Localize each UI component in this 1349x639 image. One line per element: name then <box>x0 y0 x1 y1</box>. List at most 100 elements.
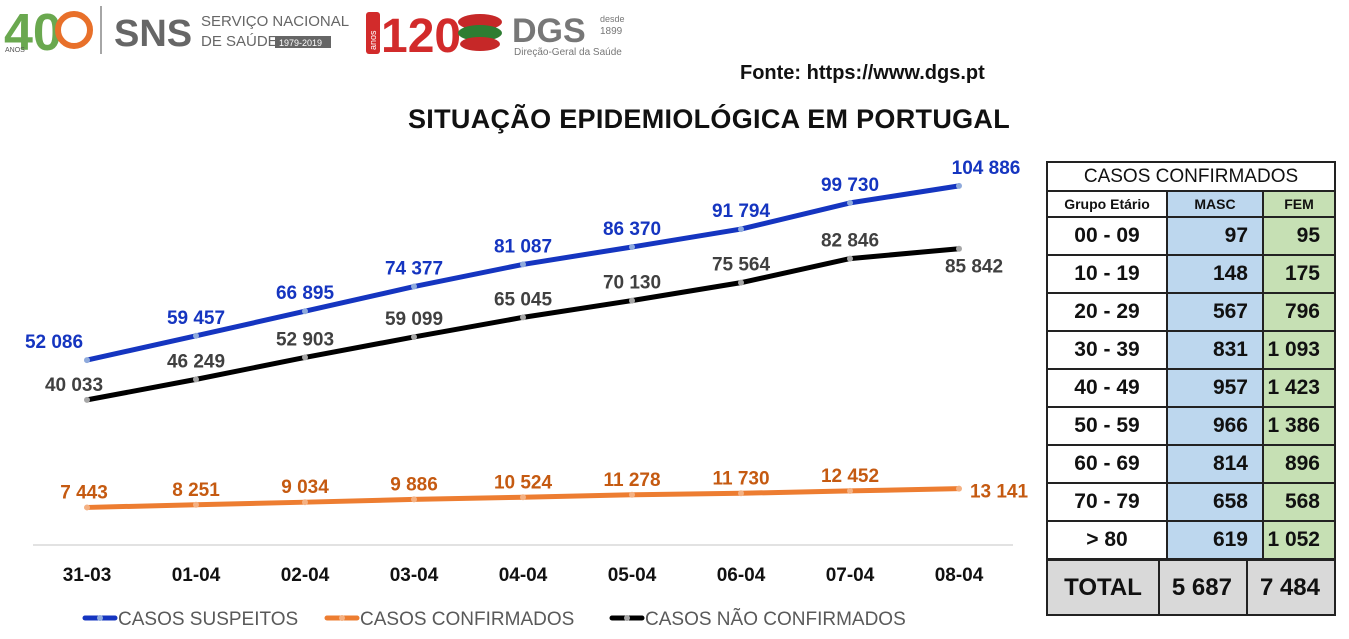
age-group-cell: 10 - 19 <box>1046 254 1168 294</box>
sns-logo-number: 40 <box>4 4 62 62</box>
masc-cell: 814 <box>1166 444 1264 484</box>
data-label-confirmados: 9 034 <box>281 477 329 498</box>
fem-cell: 95 <box>1262 216 1336 256</box>
series-points <box>84 182 962 511</box>
point-confirmados <box>520 494 526 501</box>
data-label-confirmados: 11 730 <box>712 468 769 489</box>
x-tick-label: 03-04 <box>390 565 439 586</box>
point-confirmados <box>956 485 962 492</box>
dgs-logo-stripe-1 <box>458 14 502 30</box>
data-label-suspeitos: 74 377 <box>385 259 443 280</box>
data-label-nao_confirmados: 82 846 <box>821 231 879 252</box>
fem-cell: 1 052 <box>1262 520 1336 560</box>
point-suspeitos <box>847 199 853 206</box>
point-nao_confirmados <box>520 314 526 321</box>
data-label-suspeitos: 91 794 <box>712 201 771 222</box>
table-row: 40 - 49 957 1 423 <box>1046 368 1336 408</box>
data-label-suspeitos: 104 886 <box>952 158 1021 179</box>
data-label-confirmados: 8 251 <box>172 480 220 501</box>
data-label-suspeitos: 86 370 <box>603 219 661 240</box>
total-fem: 7 484 <box>1245 559 1337 616</box>
point-confirmados <box>738 490 744 497</box>
data-label-confirmados: 13 141 <box>970 482 1029 503</box>
age-group-cell: 30 - 39 <box>1046 330 1168 370</box>
data-label-nao_confirmados: 46 249 <box>167 351 225 372</box>
total-masc: 5 687 <box>1157 559 1248 616</box>
point-nao_confirmados <box>84 396 90 403</box>
total-table: TOTAL 5 687 7 484 <box>1046 559 1337 616</box>
data-label-confirmados: 9 886 <box>390 474 438 495</box>
dgs-120-anos-logo: anos 120 DGS desde 1899 Direção-Geral da… <box>366 10 625 63</box>
age-group-table: CASOS CONFIRMADOS Grupo Etário MASC FEM … <box>1046 161 1336 560</box>
data-label-nao_confirmados: 52 903 <box>276 329 334 350</box>
fem-cell: 1 423 <box>1262 368 1336 408</box>
point-suspeitos <box>520 261 526 268</box>
masc-cell: 97 <box>1166 216 1264 256</box>
masc-cell: 831 <box>1166 330 1264 370</box>
header-masc: MASC <box>1166 190 1264 218</box>
dgs-logo-desde: desde <box>600 14 625 24</box>
data-label-suspeitos: 81 087 <box>494 236 552 257</box>
fem-cell: 1 093 <box>1262 330 1336 370</box>
table-row: > 80 619 1 052 <box>1046 520 1336 560</box>
dgs-logo-tag <box>366 12 380 54</box>
age-group-cell: 40 - 49 <box>1046 368 1168 408</box>
fem-cell: 1 386 <box>1262 406 1336 446</box>
age-group-cell: > 80 <box>1046 520 1168 560</box>
source-text: Fonte: https://www.dgs.pt <box>740 62 985 84</box>
data-labels: 52 086 59 457 66 895 74 377 81 087 86 370 91 7… <box>25 158 1029 504</box>
data-label-suspeitos: 59 457 <box>167 308 225 329</box>
point-nao_confirmados <box>629 297 635 304</box>
point-nao_confirmados <box>847 255 853 262</box>
data-label-nao_confirmados: 85 842 <box>945 257 1003 278</box>
point-suspeitos <box>956 182 962 189</box>
data-label-confirmados: 10 524 <box>494 472 553 493</box>
table-row: 30 - 39 831 1 093 <box>1046 330 1336 370</box>
age-group-cell: 00 - 09 <box>1046 216 1168 256</box>
point-nao_confirmados <box>411 333 417 340</box>
x-tick-label: 31-03 <box>63 565 112 586</box>
legend-label-confirmados: CASOS CONFIRMADOS <box>360 609 574 630</box>
sns-logo-anos: ANOS <box>5 47 25 54</box>
x-tick-label: 05-04 <box>608 565 657 586</box>
chart-legend: CASOS SUSPEITOS CASOS CONFIRMADOS CASOS NÃ… <box>82 608 906 630</box>
point-suspeitos <box>411 283 417 290</box>
point-nao_confirmados <box>956 245 962 252</box>
point-suspeitos <box>84 357 90 364</box>
x-tick-label: 08-04 <box>935 565 984 586</box>
data-label-nao_confirmados: 65 045 <box>494 289 553 310</box>
total-label: TOTAL <box>1046 559 1160 616</box>
legend-label-nao_confirmados: CASOS NÃO CONFIRMADOS <box>645 608 906 630</box>
table-row: 60 - 69 814 896 <box>1046 444 1336 484</box>
sns-logo-ring <box>55 11 93 49</box>
masc-cell: 658 <box>1166 482 1264 522</box>
point-nao_confirmados <box>302 354 308 361</box>
x-tick-label: 04-04 <box>499 565 548 586</box>
x-tick-label: 07-04 <box>826 565 875 586</box>
data-label-nao_confirmados: 75 564 <box>712 255 771 276</box>
point-suspeitos <box>193 332 199 339</box>
legend-label-suspeitos: CASOS SUSPEITOS <box>118 609 298 630</box>
data-label-suspeitos: 66 895 <box>276 283 335 304</box>
sns-logo-years: 1979-2019 <box>279 38 322 48</box>
masc-cell: 148 <box>1166 254 1264 294</box>
x-tick-label: 06-04 <box>717 565 766 586</box>
point-nao_confirmados <box>193 376 199 383</box>
logos-header: 40 ANOS SNS SERVIÇO NACIONAL DE SAÚDE 19… <box>4 4 625 63</box>
chart-title: SITUAÇÃO EPIDEMIOLÓGICA EM PORTUGAL <box>408 104 1011 134</box>
point-confirmados <box>629 491 635 498</box>
legend-marker-confirmados <box>339 615 345 621</box>
fem-cell: 896 <box>1262 444 1336 484</box>
masc-cell: 966 <box>1166 406 1264 446</box>
x-tick-label: 01-04 <box>172 565 221 586</box>
sns-40-anos-logo: 40 ANOS SNS SERVIÇO NACIONAL DE SAÚDE 19… <box>4 4 349 62</box>
dgs-logo-stripe-3 <box>460 37 500 51</box>
age-group-cell: 60 - 69 <box>1046 444 1168 484</box>
legend-marker-suspeitos <box>97 615 103 621</box>
age-group-cell: 70 - 79 <box>1046 482 1168 522</box>
table-row: 10 - 19 148 175 <box>1046 254 1336 294</box>
fem-cell: 568 <box>1262 482 1336 522</box>
dgs-logo-anos: anos <box>368 30 378 50</box>
data-label-nao_confirmados: 40 033 <box>45 375 103 396</box>
data-label-nao_confirmados: 70 130 <box>603 273 661 294</box>
